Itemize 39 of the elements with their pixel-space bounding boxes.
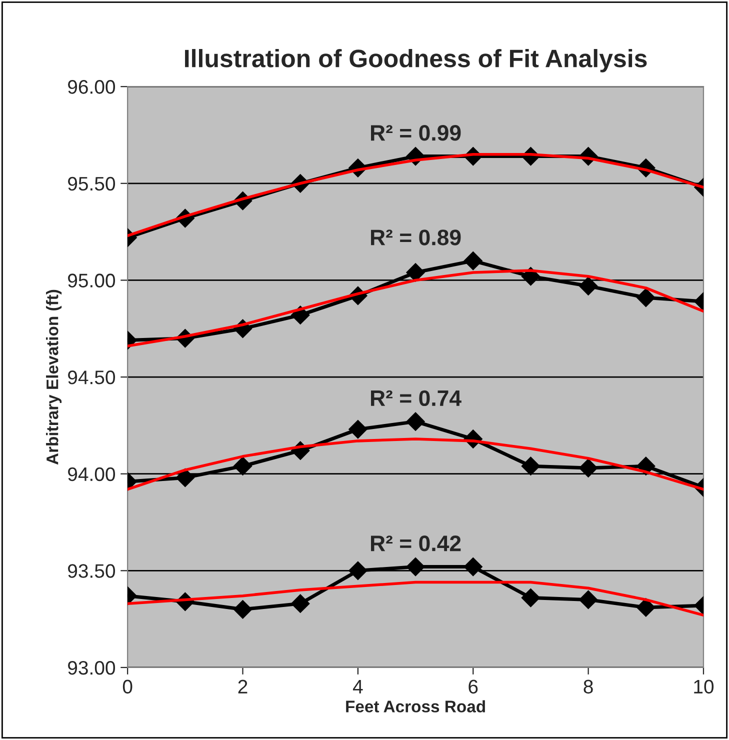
point — [233, 456, 252, 476]
point — [636, 288, 656, 307]
annotation: R² = 0.42 — [371, 536, 461, 552]
point — [233, 600, 252, 619]
point — [578, 276, 598, 296]
x-axis-title: Feet Across Road — [346, 700, 485, 712]
y-tick-label: 95.00 — [68, 274, 116, 288]
point — [578, 590, 598, 610]
annotation: R² = 0.99 — [371, 125, 461, 141]
x-tick-label: 0 — [122, 680, 132, 694]
point — [464, 557, 482, 576]
y-tick-label: 93.50 — [68, 564, 116, 578]
point — [521, 456, 540, 476]
point — [578, 458, 598, 478]
y-tick-label: 95.50 — [68, 176, 116, 191]
point — [406, 412, 425, 431]
point — [348, 420, 368, 439]
annotation: R² = 0.74 — [371, 390, 462, 406]
point — [406, 557, 425, 576]
x-tick-label: 4 — [352, 680, 363, 694]
point — [406, 263, 425, 282]
point — [464, 251, 482, 270]
point — [290, 594, 310, 613]
point — [636, 598, 656, 617]
x-tick-label: 8 — [584, 680, 593, 694]
y-tick-label: 94.50 — [68, 370, 116, 384]
point — [521, 588, 540, 608]
y-tick-label: 94.00 — [68, 467, 116, 482]
point — [348, 561, 368, 580]
annotation: R² = 0.89 — [371, 230, 461, 246]
y-axis-title: Arbitrary Elevation (ft) — [46, 290, 62, 465]
y-tick-label: 93.00 — [68, 660, 116, 675]
chart-title: Illustration of Goodness of Fit Analysis — [185, 49, 647, 72]
point — [176, 468, 195, 488]
x-tick-label: 2 — [238, 680, 248, 694]
y-tick-label: 96.00 — [68, 80, 116, 94]
line-series — [128, 580, 704, 617]
x-tick-label: 10 — [694, 680, 714, 694]
x-tick-label: 6 — [468, 680, 478, 694]
